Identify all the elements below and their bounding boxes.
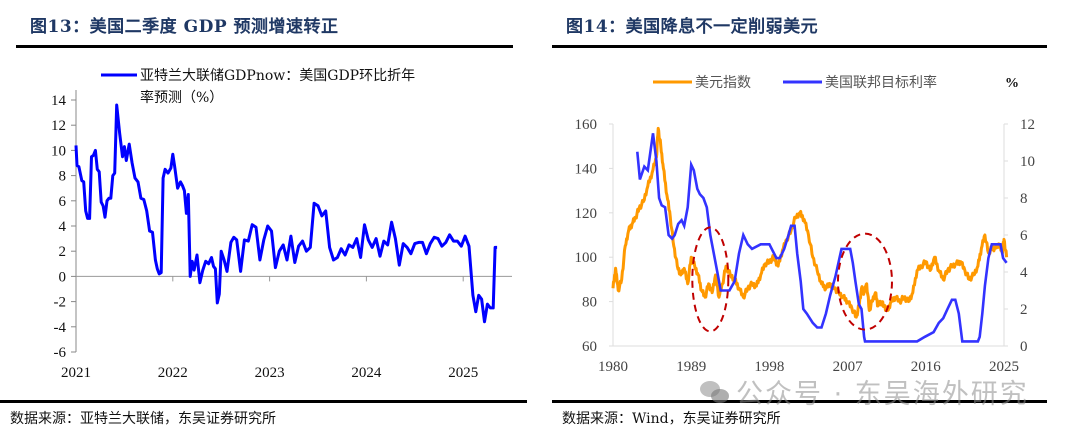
watermark-text: 公众号 · 东吴海外研究 <box>736 379 1029 410</box>
right-y-tick-label: 0 <box>1020 339 1028 355</box>
highlight-ellipse <box>836 232 893 331</box>
y-tick-label: -2 <box>54 295 67 311</box>
figure-13-title: 图13：美国二季度 GDP 预测增速转正 <box>30 17 339 37</box>
chart1-legend: 亚特兰大联储GDPnow：美国GDP环比折年 率预测（%） <box>101 68 415 106</box>
figure-13-panel: 图13：美国二季度 GDP 预测增速转正 -6 -4 -2 0 2 4 6 8 10 12 14 20… <box>0 17 527 427</box>
y-tick-label: 6 <box>59 194 67 210</box>
wechat-icon <box>700 381 730 405</box>
chart1-tick-labels: -6 -4 -2 0 2 4 6 8 10 12 14 2021 2022 2023 2024 2025 <box>51 93 478 381</box>
x-tick-label: 2007 <box>833 359 864 375</box>
series-line-dxy <box>611 126 1009 319</box>
x-tick-label: 1989 <box>676 359 706 375</box>
title-rule <box>552 45 1047 48</box>
x-tick-label: 2025 <box>448 365 478 381</box>
y-tick-label: 14 <box>51 93 67 109</box>
figure-14-source: 数据来源：Wind，东吴证券研究所 <box>562 411 781 427</box>
title-rule <box>16 45 513 48</box>
y-tick-label: 12 <box>51 118 66 134</box>
chart2-series <box>611 126 1009 343</box>
chart2-tick-labels: 60 80 100 120 140 160 0 2 4 6 8 10 12 1980 1989 1998 200… <box>575 117 1036 375</box>
y-tick-label: 8 <box>59 169 67 185</box>
chart2-legend: 美元指数 美国联邦目标利率 % <box>653 74 1019 91</box>
left-y-tick-label: 160 <box>575 117 598 133</box>
left-y-tick-label: 140 <box>575 161 598 177</box>
y-tick-label: 0 <box>59 269 67 285</box>
right-y-tick-label: 6 <box>1020 228 1028 244</box>
y-tick-label: -4 <box>54 320 67 336</box>
x-tick-label: 2024 <box>351 365 382 381</box>
right-y-tick-label: 12 <box>1020 117 1035 133</box>
y-tick-label: 2 <box>59 244 67 260</box>
y-tick-label: 4 <box>59 219 67 235</box>
left-y-tick-label: 80 <box>582 295 597 311</box>
legend-label-fed-rate: 美国联邦目标利率 <box>825 74 937 91</box>
figure-14-panel: 图14：美国降息不一定削弱美元 60 80 100 120 140 160 0 2 4 6 8 10 1… <box>540 0 1080 435</box>
highlight-ellipse <box>691 226 730 333</box>
right-axis-unit-label: % <box>1005 76 1019 91</box>
chart2-axes <box>609 123 1008 347</box>
source-rule <box>552 400 1047 403</box>
legend-label-line1: 亚特兰大联储GDPnow：美国GDP环比折年 <box>140 68 415 84</box>
x-tick-label: 2022 <box>158 365 188 381</box>
left-y-tick-label: 100 <box>575 250 598 266</box>
x-tick-label: 2021 <box>61 365 91 381</box>
source-rule <box>0 400 527 403</box>
x-tick-label: 2025 <box>989 359 1019 375</box>
watermark: 公众号 · 东吴海外研究 <box>700 372 1029 411</box>
x-tick-label: 2023 <box>255 365 285 381</box>
figure-13-source: 数据来源：亚特兰大联储，东吴证券研究所 <box>10 411 276 427</box>
right-y-tick-label: 2 <box>1020 302 1028 318</box>
chart1-axes <box>71 90 512 353</box>
legend-label-line2: 率预测（%） <box>140 89 223 106</box>
left-y-tick-label: 60 <box>582 339 597 355</box>
right-y-tick-label: 4 <box>1020 265 1028 281</box>
dxy-fed-chart: 60 80 100 120 140 160 0 2 4 6 8 10 12 1980 1989 1998 200… <box>575 74 1036 375</box>
figure-14-title: 图14：美国降息不一定削弱美元 <box>566 17 819 37</box>
right-y-tick-label: 8 <box>1020 191 1028 207</box>
chart2-annotations <box>691 226 893 333</box>
y-tick-label: 10 <box>51 143 66 159</box>
series-line-fed-rate <box>636 133 1008 343</box>
x-tick-label: 2016 <box>911 359 942 375</box>
y-tick-label: -6 <box>54 345 67 361</box>
series-line-gdpnow <box>74 103 498 324</box>
left-y-tick-label: 120 <box>575 206 598 222</box>
chart1-series <box>74 103 498 324</box>
x-tick-label: 1998 <box>754 359 784 375</box>
x-tick-label: 1980 <box>598 359 628 375</box>
legend-label-dxy: 美元指数 <box>695 75 751 91</box>
gdpnow-chart: -6 -4 -2 0 2 4 6 8 10 12 14 2021 2022 2023 2024 2025 亚特… <box>51 68 512 381</box>
right-y-tick-label: 10 <box>1020 154 1035 170</box>
